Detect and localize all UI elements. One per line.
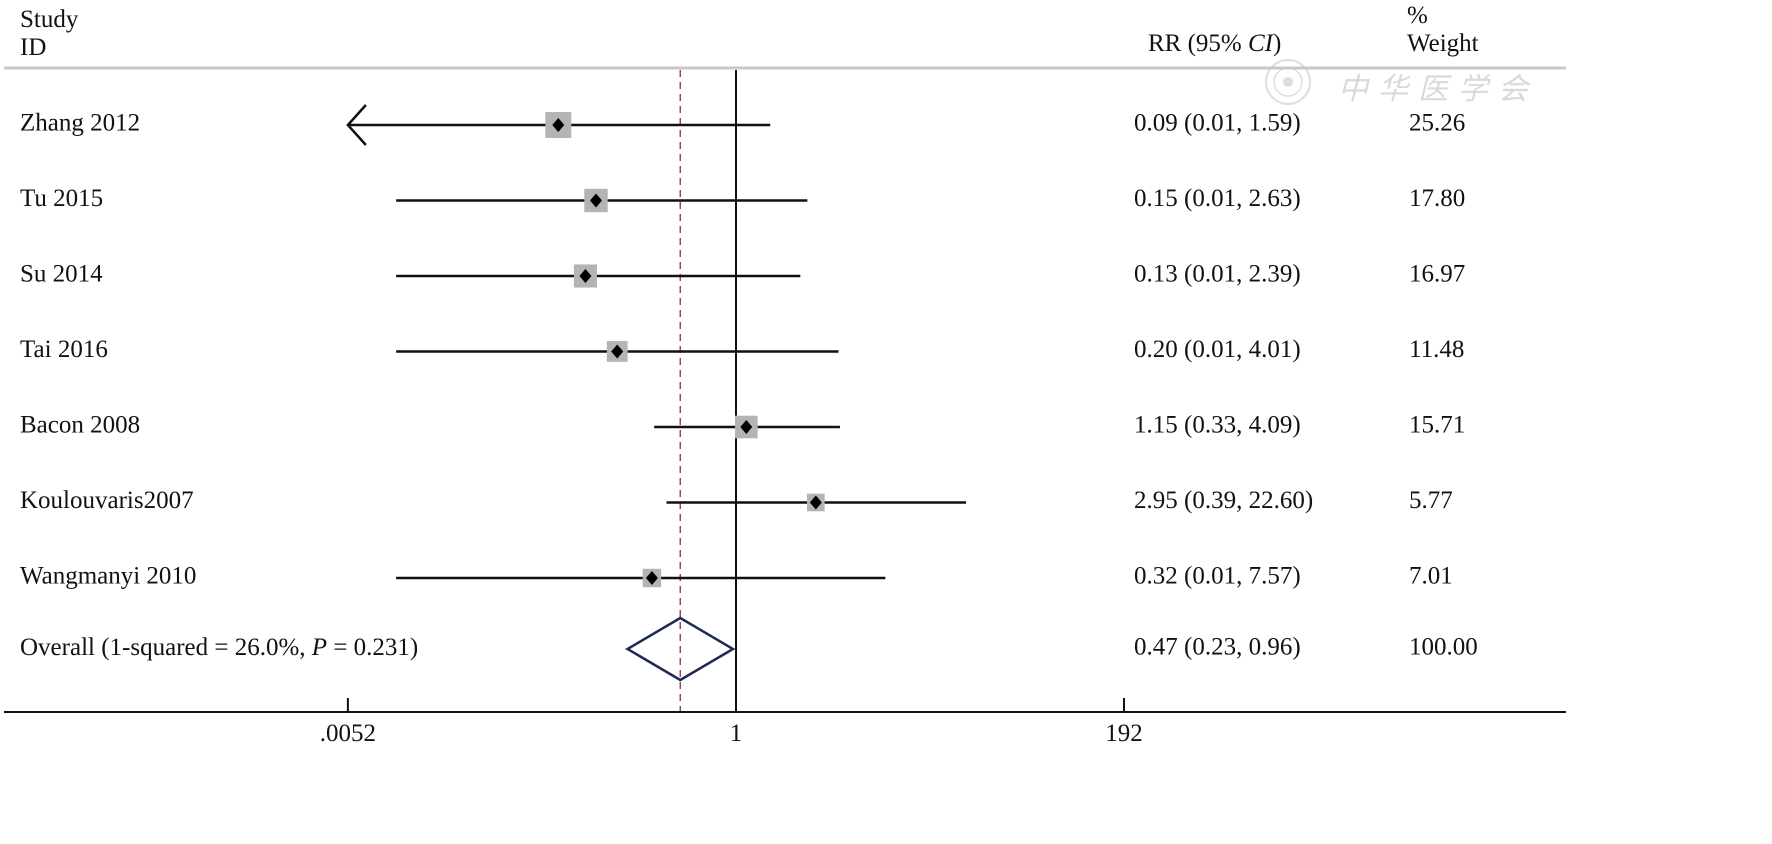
overall-rr-ci-value: 0.47 (0.23, 0.96) [1134, 634, 1301, 661]
weight-value: 7.01 [1409, 563, 1453, 590]
rr-header: RR (95% CI) [1148, 30, 1281, 58]
point-estimate [740, 420, 753, 434]
point-estimate [552, 118, 565, 132]
rr-label: RR (95% [1148, 30, 1248, 57]
study-label: Koulouvaris2007 [20, 487, 194, 514]
rr-close: ) [1273, 30, 1282, 57]
weight-value: 11.48 [1409, 336, 1464, 363]
weight-header: % Weight [1407, 2, 1479, 58]
rr-ci-value: 0.09 (0.01, 1.59) [1134, 110, 1301, 137]
rr-ci-value: 0.13 (0.01, 2.39) [1134, 261, 1301, 288]
x-tick-label: .0052 [320, 720, 376, 747]
overall-weight-value: 100.00 [1409, 634, 1478, 661]
watermark-text: 中华医学会 [1338, 72, 1538, 107]
ci-label: CI [1248, 30, 1273, 57]
point-estimate [809, 495, 822, 510]
weight-value: 25.26 [1409, 110, 1465, 137]
point-estimate [589, 193, 602, 208]
id-label: ID [20, 34, 47, 61]
watermark-seal-icon [1265, 59, 1311, 105]
point-estimate [579, 269, 592, 283]
rr-ci-value: 1.15 (0.33, 4.09) [1134, 412, 1301, 439]
weight-label: Weight [1407, 30, 1479, 57]
rr-ci-value: 0.20 (0.01, 4.01) [1134, 336, 1301, 363]
weight-value: 15.71 [1409, 412, 1465, 439]
weight-value: 17.80 [1409, 185, 1465, 212]
study-label: Zhang 2012 [20, 110, 140, 137]
x-tick-label: 1 [730, 720, 743, 747]
pct-label: % [1407, 2, 1428, 29]
study-label: Su 2014 [20, 261, 103, 288]
overall-label: Overall (1-squared = 26.0%, P = 0.231) [20, 634, 418, 661]
weight-value: 16.97 [1409, 261, 1465, 288]
rr-ci-value: 0.32 (0.01, 7.57) [1134, 563, 1301, 590]
x-tick-label: 192 [1105, 720, 1143, 747]
study-header: Study ID [20, 6, 78, 62]
overall-diamond [625, 616, 736, 682]
study-label: Tai 2016 [20, 336, 108, 363]
point-estimate [645, 571, 658, 585]
study-label: Bacon 2008 [20, 412, 140, 439]
study-label: Tu 2015 [20, 185, 103, 212]
point-estimate [611, 344, 624, 359]
rr-ci-value: 2.95 (0.39, 22.60) [1134, 487, 1313, 514]
study-label: Study [20, 6, 79, 33]
watermark: 中华医学会 [1262, 56, 1562, 108]
weight-value: 5.77 [1409, 487, 1453, 514]
rr-ci-value: 0.15 (0.01, 2.63) [1134, 185, 1301, 212]
study-label: Wangmanyi 2010 [20, 563, 196, 590]
